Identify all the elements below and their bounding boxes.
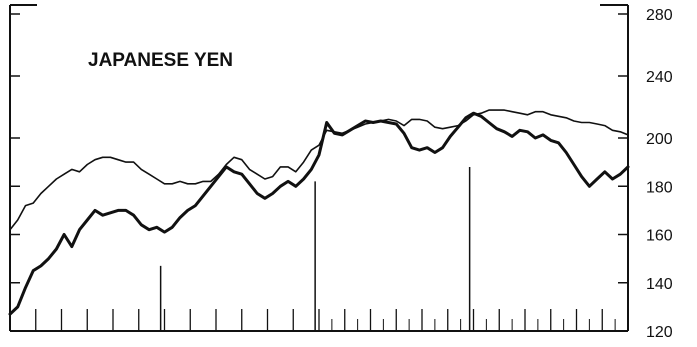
y-tick-label: 180 — [646, 179, 673, 196]
chart-title: JAPANESE YEN — [88, 50, 233, 71]
y-tick-label: 140 — [646, 276, 673, 293]
y-tick-labels: 120 140 160 180 200 240 280 — [646, 7, 673, 341]
series-lines — [8, 109, 630, 316]
y-tick-label: 240 — [646, 69, 673, 86]
y-tick-label: 160 — [646, 228, 673, 245]
y-tick-label: 120 — [646, 324, 673, 341]
y-tick-label: 200 — [646, 131, 673, 148]
series-line-thick — [8, 111, 630, 316]
vertical-marker-lines — [159, 166, 471, 331]
series-line-thin — [9, 109, 629, 231]
y-tick-label: 280 — [646, 7, 673, 24]
